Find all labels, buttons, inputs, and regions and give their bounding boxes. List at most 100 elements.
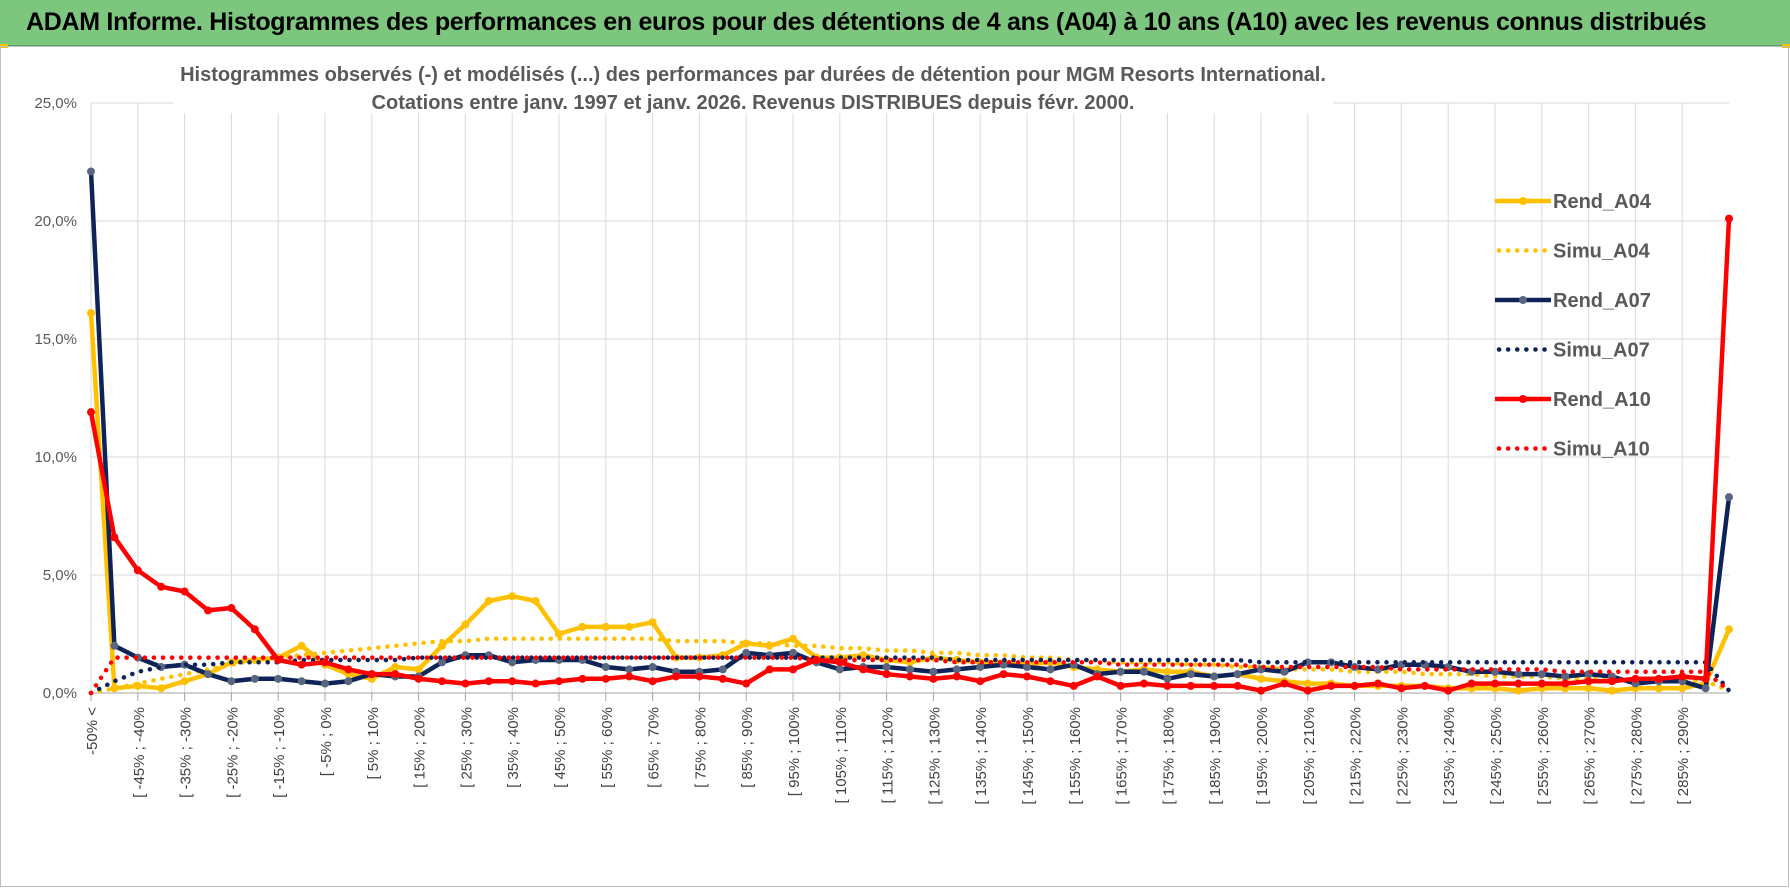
point-rend-a07: [1163, 674, 1172, 683]
point-rend-a04: [1163, 667, 1172, 676]
point-rend-a04: [461, 620, 470, 629]
point-rend-a10: [929, 674, 938, 683]
point-rend-a07: [227, 677, 236, 686]
point-rend-a04: [1678, 684, 1687, 693]
x-tick-label: [ 95% ; 100%: [786, 707, 803, 796]
point-rend-a07: [110, 641, 119, 650]
x-tick-label: [ 165% ; 170%: [1114, 707, 1131, 805]
title-background: [173, 57, 1333, 113]
point-rend-a10: [508, 677, 517, 686]
point-rend-a10: [133, 566, 142, 575]
point-rend-a07: [1233, 670, 1242, 679]
series-rend-a04: [87, 309, 1733, 695]
point-rend-a10: [648, 677, 657, 686]
legend-item-rend-a04: Rend_A04: [1495, 191, 1652, 213]
point-rend-a10: [414, 674, 423, 683]
point-rend-a04: [742, 639, 751, 648]
point-rend-a04: [1257, 674, 1265, 683]
point-rend-a10: [1608, 677, 1616, 686]
point-rend-a04: [601, 622, 610, 631]
point-rend-a10: [1654, 674, 1663, 683]
y-tick-label: 10,0%: [34, 449, 77, 466]
legend-label: Simu_A04: [1553, 241, 1651, 263]
point-rend-a10: [1444, 686, 1453, 695]
point-rend-a10: [1631, 674, 1640, 683]
point-rend-a04: [578, 622, 587, 631]
x-tick-label: [ 85% ; 90%: [739, 707, 756, 788]
point-rend-a07: [87, 167, 95, 176]
point-rend-a10: [484, 677, 493, 686]
x-tick-label: [ 125% ; 130%: [926, 707, 943, 805]
point-rend-a04: [1303, 679, 1312, 688]
point-rend-a10: [1210, 681, 1219, 690]
point-rend-a07: [1514, 670, 1523, 679]
point-rend-a10: [1374, 679, 1382, 688]
point-rend-a04: [1725, 625, 1733, 634]
point-rend-a10: [110, 533, 119, 542]
point-rend-a10: [1186, 681, 1195, 690]
point-rend-a10: [438, 677, 446, 686]
point-rend-a10: [180, 587, 189, 596]
x-tick-label: [ -15% ; -10%: [271, 707, 288, 798]
point-rend-a10: [1725, 214, 1733, 223]
point-rend-a07: [204, 670, 212, 679]
y-tick-label: 25,0%: [34, 95, 77, 112]
chart-titles: Histogrammes observés (-) et modélisés (…: [173, 57, 1333, 114]
point-rend-a07: [344, 677, 353, 686]
point-rend-a04: [157, 684, 166, 693]
point-rend-a10: [1257, 686, 1265, 695]
x-tick-label: [ 265% ; 270%: [1582, 707, 1599, 805]
point-rend-a10: [1163, 681, 1172, 690]
point-rend-a10: [1327, 681, 1336, 690]
point-rend-a10: [1514, 679, 1523, 688]
point-rend-a04: [531, 596, 540, 605]
point-rend-a10: [1116, 681, 1125, 690]
point-rend-a10: [250, 625, 259, 634]
point-rend-a07: [1537, 670, 1546, 679]
line-rend-a07: [88, 171, 1732, 691]
x-tick-label: [ 225% ; 230%: [1394, 707, 1411, 805]
chart-frame: 0,0% 5,0% 10,0% 15,0% 20,0% 25,0% -50% < [ -45…: [0, 46, 1789, 887]
point-rend-a10: [321, 658, 329, 667]
chart: 0,0% 5,0% 10,0% 15,0% 20,0% 25,0% -50% < [ -45…: [34, 57, 1733, 805]
x-tick-label: [ 45% ; 50%: [552, 707, 569, 788]
point-rend-a07: [835, 665, 844, 674]
point-rend-a07: [1140, 667, 1148, 676]
gridlines: [90, 102, 1729, 694]
x-tick-label: [ 235% ; 240%: [1441, 707, 1458, 805]
point-rend-a07: [1280, 667, 1289, 676]
point-rend-a07: [274, 674, 283, 683]
point-rend-a10: [157, 582, 166, 591]
point-rend-a07: [250, 674, 259, 683]
x-tick-label: [ 25% ; 30%: [458, 707, 475, 788]
point-rend-a10: [952, 672, 961, 681]
x-tick-label: [ 65% ; 70%: [646, 707, 663, 788]
point-rend-a04: [555, 630, 563, 638]
point-rend-a07: [1725, 493, 1733, 502]
point-rend-a10: [1069, 681, 1078, 690]
point-rend-a04: [508, 592, 517, 601]
x-tick-label: [ 5% ; 10%: [365, 707, 382, 780]
point-rend-a04: [484, 596, 493, 605]
point-rend-a10: [742, 679, 751, 688]
point-rend-a07: [1023, 663, 1031, 672]
point-rend-a10: [1561, 679, 1570, 688]
point-rend-a07: [718, 665, 727, 674]
point-rend-a07: [648, 663, 657, 672]
point-rend-a07: [929, 667, 938, 676]
point-rend-a10: [672, 672, 680, 681]
point-rend-a10: [999, 670, 1008, 679]
x-tick-label: [ 155% ; 160%: [1067, 707, 1084, 805]
point-rend-a10: [625, 672, 634, 681]
point-rend-a10: [297, 660, 306, 669]
series-simu-a10: [88, 655, 1732, 696]
point-rend-a10: [1280, 679, 1289, 688]
point-rend-a07: [882, 663, 891, 672]
x-tick-label: [ 245% ; 250%: [1488, 707, 1505, 805]
x-tick-label: [ 105% ; 110%: [833, 707, 850, 803]
point-rend-a04: [87, 309, 95, 318]
point-rend-a04: [297, 641, 306, 650]
point-rend-a10: [1140, 679, 1148, 688]
point-rend-a07: [1701, 684, 1710, 693]
point-rend-a10: [1701, 674, 1710, 683]
